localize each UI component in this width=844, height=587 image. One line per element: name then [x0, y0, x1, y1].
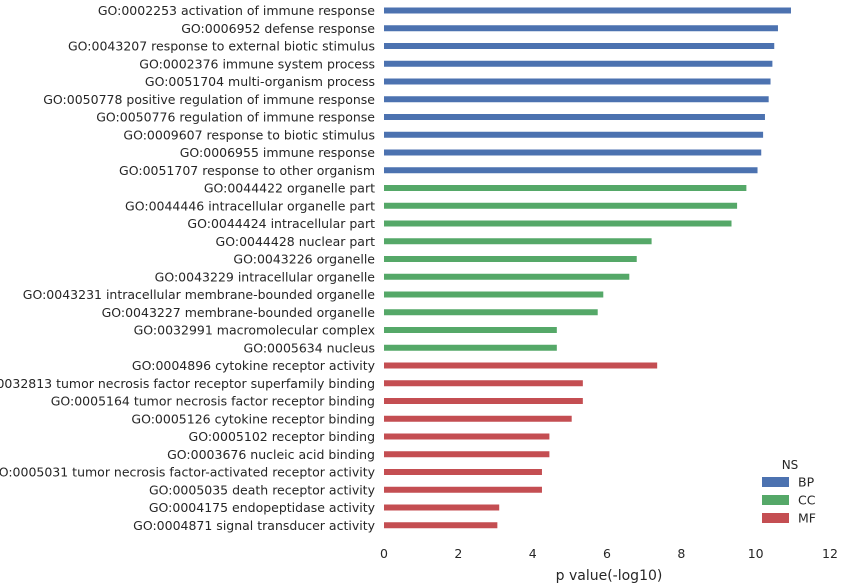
y-tick-label: GO:0005102 receptor binding	[189, 429, 375, 444]
x-tick-labels: 0 2 4 6 8 10 12	[380, 546, 838, 561]
legend-swatch-cc	[762, 495, 789, 505]
legend-title: NS	[782, 458, 799, 472]
bar-go-0044424	[384, 220, 732, 227]
bar-go-0032813	[384, 380, 583, 387]
y-tick-label: GO:0043226 organelle	[233, 252, 375, 267]
bar-go-0043229	[384, 273, 630, 280]
y-tick-label: GO:0043207 response to external biotic s…	[68, 39, 375, 54]
x-tick-label: 8	[677, 546, 685, 561]
bar-go-0044422	[384, 185, 747, 191]
x-tick-label: 10	[748, 546, 764, 561]
bar-go-0005102	[384, 433, 550, 440]
bar-go-0006955	[384, 149, 762, 156]
bar-go-0043227	[384, 309, 598, 316]
bar-go-0004896	[384, 362, 658, 369]
x-axis-label: p value(-log10)	[556, 568, 663, 584]
y-tick-label: GO:0050776 regulation of immune response	[96, 110, 375, 125]
y-tick-label: GO:0005035 death receptor activity	[149, 482, 376, 497]
y-tick-label: GO:0051704 multi-organism process	[145, 74, 375, 89]
y-tick-label: GO:0044428 nuclear part	[216, 234, 376, 249]
y-tick-label: GO:0032991 macromolecular complex	[134, 323, 375, 338]
bar-go-0004871	[384, 522, 498, 529]
bar-go-0044428	[384, 238, 652, 245]
legend-label-bp: BP	[798, 475, 815, 490]
y-tick-label: GO:0005126 cytokine receptor binding	[131, 411, 375, 426]
y-tick-label: GO:0006952 defense response	[181, 21, 375, 36]
x-tick-label: 4	[529, 546, 537, 561]
y-tick-label: GO:0004871 signal transducer activity	[133, 518, 375, 533]
bar-go-0005031	[384, 469, 542, 475]
legend-swatch-mf	[762, 513, 789, 523]
y-tick-label: GO:0005634 nucleus	[244, 340, 375, 355]
legend-label-cc: CC	[798, 493, 816, 508]
bar-go-0005035	[384, 486, 542, 493]
y-tick-label: GO:0004175 endopeptidase activity	[149, 500, 376, 515]
y-tick-label: GO:0004896 cytokine receptor activity	[132, 358, 376, 373]
bar-go-0005126	[384, 415, 572, 422]
y-tick-label: GO:0043227 membrane-bounded organelle	[102, 305, 376, 320]
y-tick-labels: GO:0002253 activation of immune response…	[0, 3, 376, 533]
y-tick-label: GO:0005031 tumor necrosis factor-activat…	[0, 465, 376, 480]
bar-go-0002376	[384, 60, 773, 67]
bar-go-0051707	[384, 167, 758, 174]
bar-go-0003676	[384, 451, 550, 458]
bar-go-0043207	[384, 43, 775, 49]
y-tick-label: GO:0050778 positive regulation of immune…	[43, 92, 375, 107]
x-tick-label: 6	[603, 546, 611, 561]
y-tick-label: GO:0006955 immune response	[180, 145, 376, 160]
bar-go-0050778	[384, 96, 769, 103]
y-tick-label: GO:0043229 intracellular organelle	[155, 269, 376, 284]
y-tick-label: GO:0003676 nucleic acid binding	[167, 447, 375, 462]
bar-go-0044446	[384, 202, 738, 209]
bar-go-0051704	[384, 78, 771, 85]
bar-go-0006952	[384, 25, 778, 32]
bar-go-0004175	[384, 504, 500, 511]
legend: NS BP CC MF	[762, 458, 816, 526]
y-tick-label: GO:0044422 organelle part	[204, 181, 375, 196]
x-tick-label: 12	[822, 546, 838, 561]
bar-go-0005634	[384, 344, 557, 351]
y-tick-label: GO:0002376 immune system process	[139, 56, 375, 71]
bar-go-0050776	[384, 114, 765, 120]
bar-go-0002253	[384, 7, 791, 14]
x-tick-label: 2	[454, 546, 462, 561]
y-tick-label: GO:0002253 activation of immune response	[98, 3, 375, 18]
y-tick-label: GO:0009607 response to biotic stimulus	[123, 127, 375, 142]
y-tick-label: GO:0043231 intracellular membrane-bounde…	[23, 287, 376, 302]
bar-go-0032991	[384, 327, 557, 333]
x-tick-label: 0	[380, 546, 388, 561]
y-tick-label: GO:0044424 intracellular part	[187, 216, 375, 231]
bar-go-0043226	[384, 256, 637, 262]
bar-go-0043231	[384, 291, 604, 298]
legend-label-mf: MF	[798, 511, 816, 526]
bars-layer	[384, 7, 791, 529]
bar-go-0009607	[384, 131, 764, 138]
y-tick-label: GO:0005164 tumor necrosis factor recepto…	[51, 394, 375, 409]
y-tick-label: GO:0044446 intracellular organelle part	[125, 198, 375, 213]
y-tick-label: GO:0051707 response to other organism	[119, 163, 375, 178]
legend-swatch-bp	[762, 477, 789, 487]
bar-go-0005164	[384, 398, 583, 404]
y-tick-label: GO:0032813 tumor necrosis factor recepto…	[0, 376, 375, 391]
